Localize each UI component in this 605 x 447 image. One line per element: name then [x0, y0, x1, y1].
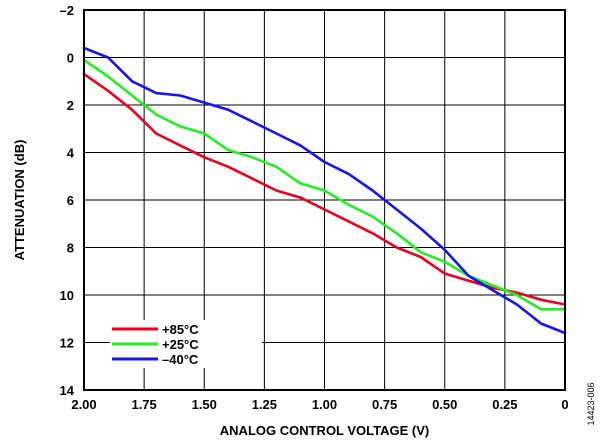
x-tick-label: 0: [561, 397, 568, 412]
y-tick-label: 14: [60, 383, 75, 398]
x-tick-label: 0.50: [432, 397, 457, 412]
y-axis-title: ATTENUATION (dB): [12, 140, 27, 261]
x-tick-label: 1.50: [192, 397, 217, 412]
y-tick-label: 2: [67, 98, 74, 113]
x-axis-title: ANALOG CONTROL VOLTAGE (V): [220, 423, 429, 438]
x-tick-label: 1.00: [312, 397, 337, 412]
legend: +85°C+25°C–40°C: [110, 320, 262, 368]
y-tick-label: 0: [67, 51, 74, 66]
y-tick-label: 12: [60, 336, 74, 351]
legend-label-0: +85°C: [162, 322, 199, 337]
legend-label-1: +25°C: [162, 337, 199, 352]
legend-label-2: –40°C: [162, 352, 199, 367]
y-tick-label: 4: [67, 146, 75, 161]
x-tick-label: 2.00: [71, 397, 96, 412]
x-tick-label: 0.75: [372, 397, 397, 412]
y-tick-label: 10: [60, 288, 74, 303]
x-tick-labels: 2.00 1.75 1.50 1.25 1.00 0.75 0.50 0.25 0: [71, 397, 568, 412]
y-tick-label: 6: [67, 193, 74, 208]
series-lines: [82, 46, 567, 335]
figure-id-note: 14423-006: [586, 382, 596, 425]
y-tick-label: 8: [67, 241, 74, 256]
series-line-2: [82, 46, 567, 335]
x-tick-label: 1.75: [131, 397, 156, 412]
x-tick-label: 0.25: [492, 397, 517, 412]
x-tick-label: 1.25: [252, 397, 277, 412]
series-line-1: [82, 58, 567, 311]
y-tick-labels: –2 0 2 4 6 8 10 12 14: [60, 3, 75, 398]
plot-frame: [83, 9, 566, 391]
y-tick-label: –2: [60, 3, 74, 18]
